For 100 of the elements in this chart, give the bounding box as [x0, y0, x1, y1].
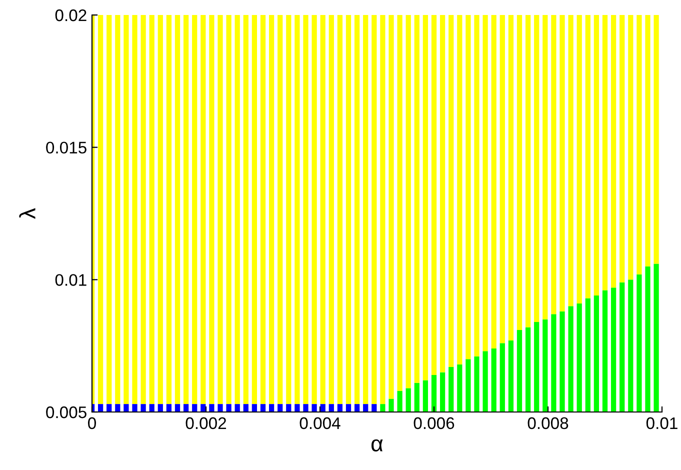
bar [645, 266, 650, 412]
bar [654, 264, 659, 412]
bar [260, 404, 266, 412]
bar [192, 15, 198, 404]
bar [628, 15, 634, 280]
bar [98, 404, 104, 412]
bar [328, 15, 334, 404]
bar [457, 15, 462, 364]
bar [106, 15, 112, 404]
bar [576, 15, 582, 304]
bar [568, 306, 574, 412]
bar [380, 404, 386, 412]
bar [482, 15, 488, 352]
bar [260, 15, 266, 404]
bar [354, 404, 360, 412]
bar [372, 15, 377, 404]
bar [525, 327, 531, 412]
bar [620, 282, 625, 412]
bar [363, 404, 368, 412]
bar [192, 404, 198, 412]
bar [158, 404, 163, 412]
bar [115, 15, 120, 404]
x-axis-title: α [372, 439, 383, 452]
bar [183, 15, 189, 404]
bar [320, 15, 326, 404]
bar [422, 380, 428, 412]
bar [576, 303, 582, 412]
bar [474, 356, 480, 412]
bar [268, 15, 274, 404]
bar [363, 15, 368, 404]
y-tick-label: 0.02 [55, 9, 86, 22]
bar [397, 390, 402, 412]
bar [542, 15, 548, 320]
bar [568, 15, 574, 306]
bar [346, 404, 352, 412]
bar [312, 15, 317, 404]
bar [534, 15, 540, 322]
bar [132, 15, 138, 404]
bar [628, 280, 634, 412]
bar [278, 404, 283, 412]
bar [525, 15, 531, 328]
bar [542, 319, 548, 412]
bar [278, 15, 283, 404]
bar [132, 404, 138, 412]
bar [286, 15, 292, 404]
bar [636, 274, 642, 412]
bar [200, 15, 206, 404]
bar [209, 404, 214, 412]
bar [654, 15, 659, 264]
bar [380, 15, 386, 404]
bar [440, 372, 446, 412]
bar [174, 404, 180, 412]
bar [500, 343, 505, 412]
bar [610, 288, 616, 412]
bar [482, 351, 488, 412]
bar [294, 15, 300, 404]
bar [388, 398, 394, 412]
bar [560, 15, 565, 312]
bar [516, 330, 522, 412]
bar [422, 15, 428, 380]
bar [602, 15, 608, 290]
bar [440, 15, 446, 372]
bar [346, 15, 352, 404]
bar [636, 15, 642, 274]
bar [585, 15, 590, 298]
bar [124, 15, 129, 404]
bar [124, 404, 129, 412]
x-tick-label: 0.01 [646, 417, 678, 430]
bar [312, 404, 317, 412]
bar [406, 15, 411, 388]
bar [414, 382, 420, 412]
bar [158, 15, 163, 404]
bar [414, 15, 420, 383]
x-tick-label: 0.004 [300, 417, 340, 430]
bar [226, 15, 232, 404]
bar [98, 15, 104, 404]
bar [149, 15, 154, 404]
bar [140, 404, 146, 412]
bar [397, 15, 402, 391]
bar [286, 404, 292, 412]
bar [448, 15, 454, 368]
bar [303, 404, 308, 412]
bar [602, 290, 608, 412]
bar [560, 311, 565, 412]
bar [200, 404, 206, 412]
bar [372, 404, 377, 412]
bar [209, 15, 214, 404]
y-tick-label: 0.01 [55, 274, 86, 286]
bar [508, 340, 514, 412]
bar [448, 367, 454, 412]
bar [337, 404, 343, 412]
bar [491, 348, 496, 412]
x-tick-label: 0.008 [528, 417, 568, 430]
bar [534, 322, 540, 412]
bar [431, 15, 437, 375]
bar [500, 15, 505, 344]
bar [106, 404, 112, 412]
bar [551, 15, 556, 314]
bar [594, 15, 600, 296]
x-tick-label: 0 [88, 417, 96, 430]
